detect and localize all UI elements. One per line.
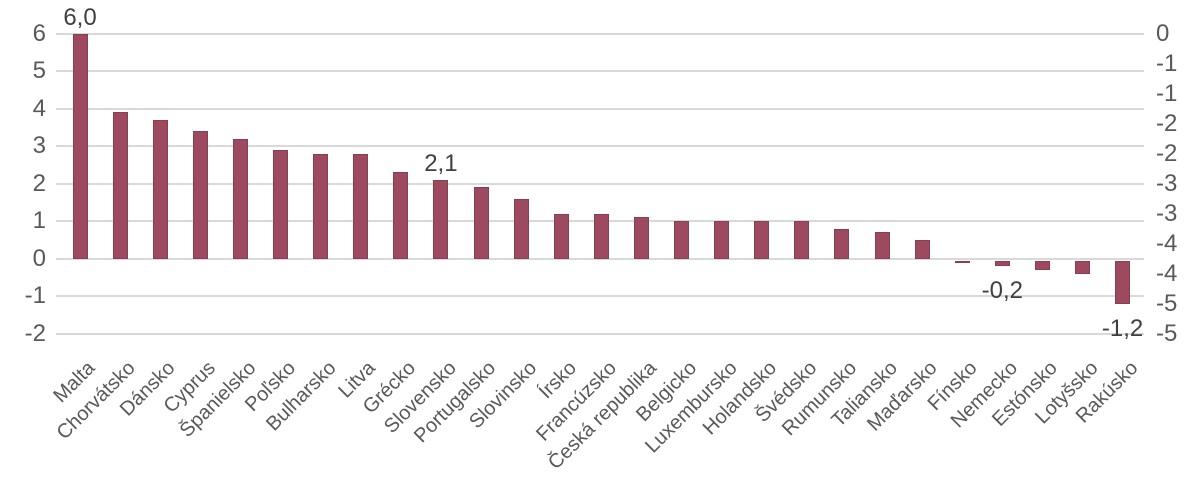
bar-grecko — [393, 172, 409, 259]
gridline-3 — [56, 145, 1144, 147]
gridline-2 — [56, 182, 1144, 185]
left-axis-tick-3: 3 — [32, 132, 46, 159]
bar-slovinsko — [513, 198, 529, 259]
gridline-4 — [56, 107, 1144, 110]
left-axis-tick-5: 5 — [32, 57, 46, 84]
data-label-rakusko: -1,2 — [1101, 314, 1144, 342]
right-axis-tick-8: -4 — [1156, 259, 1178, 287]
right-axis-tick-3: -2 — [1156, 109, 1178, 137]
bar-rakusko — [1115, 260, 1131, 304]
gridline-6 — [56, 32, 1144, 35]
bar-finsko — [954, 260, 970, 263]
bar-lotyssko — [1075, 260, 1090, 274]
bar-spanielsko — [232, 138, 248, 259]
data-label-malta: 6,0 — [63, 3, 97, 31]
bar-portugalsko — [473, 187, 489, 259]
right-axis-tick-4: -2 — [1156, 139, 1178, 167]
bar-cyprus — [192, 131, 208, 259]
bar-nemecko — [994, 260, 1010, 266]
gridline--2 — [56, 332, 1144, 335]
left-axis-tick-0: 0 — [32, 244, 46, 272]
right-axis-tick-7: -4 — [1156, 229, 1178, 257]
right-axis-tick-9: -5 — [1156, 289, 1178, 317]
bar-estonsko — [1034, 260, 1050, 270]
bar-ceska-republika — [633, 217, 649, 259]
bar-luxembursko — [714, 221, 730, 259]
bar-belgicko — [674, 221, 689, 259]
right-axis-tick-1: -1 — [1156, 49, 1178, 77]
bar-rumunsko — [834, 228, 850, 259]
right-axis-tick-10: -5 — [1156, 319, 1178, 347]
gridline--1 — [56, 295, 1144, 297]
left-axis-tick-2: 2 — [32, 169, 46, 197]
right-axis-tick-5: -3 — [1156, 169, 1178, 197]
bar-holandsko — [754, 221, 770, 259]
right-axis-tick-0: 0 — [1156, 19, 1170, 47]
right-axis-tick-6: -3 — [1156, 199, 1178, 227]
left-axis-tick-4: 4 — [32, 94, 46, 122]
left-axis-tick-1: 1 — [32, 207, 46, 234]
right-axis-tick-2: -1 — [1156, 79, 1178, 107]
data-label-nemecko: -0,2 — [981, 277, 1023, 304]
left-axis-tick--1: -1 — [24, 282, 46, 309]
bar-irsko — [553, 213, 569, 259]
bar-taliansko — [874, 232, 890, 259]
bar-polsko — [273, 149, 288, 259]
bar-bulharsko — [313, 153, 329, 259]
bar-svedsko — [794, 221, 810, 259]
left-axis-tick-6: 6 — [32, 19, 46, 47]
data-label-slovensko: 2,1 — [424, 149, 458, 177]
gridline-5 — [56, 70, 1144, 72]
bar-litva — [353, 153, 369, 259]
left-axis-tick--2: -2 — [24, 319, 46, 347]
bar-dansko — [152, 119, 168, 259]
bar-chorvatsko — [112, 112, 128, 259]
bar-slovensko — [433, 179, 449, 259]
gridline-0 — [56, 257, 1144, 260]
bar-malta — [72, 33, 88, 259]
bar-francuzsko — [593, 213, 609, 259]
bar-madarsko — [914, 239, 930, 259]
